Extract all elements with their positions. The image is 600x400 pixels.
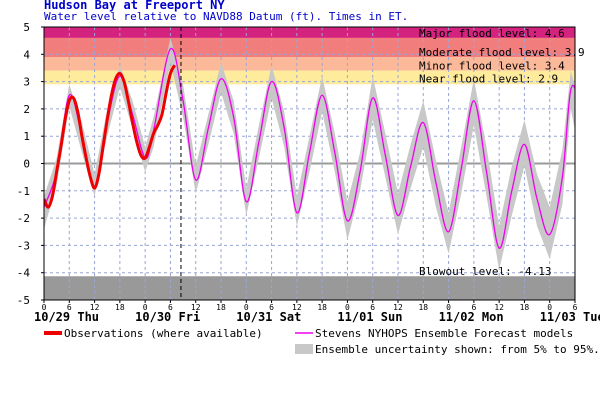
flood-threshold-bands: [44, 27, 575, 300]
legend-observations-label: Observations (where available): [64, 327, 263, 340]
y-tick-label: 0: [23, 158, 30, 171]
x-day-label: 11/02 Mon: [439, 310, 504, 324]
x-hour-tick-label: 0: [345, 303, 350, 312]
x-hour-tick-label: 0: [446, 303, 451, 312]
y-tick-label: 4: [23, 48, 30, 61]
y-tick-label: -2: [17, 212, 30, 225]
x-hour-tick-label: 0: [143, 303, 148, 312]
y-tick-label: -1: [17, 185, 30, 198]
threshold-label: Moderate flood level: 3.9: [419, 46, 585, 59]
x-hour-tick-label: 18: [317, 303, 327, 312]
axis-labels: Major flood level: 4.6 Moderate flood lev…: [17, 21, 600, 324]
x-hour-tick-label: 0: [547, 303, 552, 312]
x-day-label: 10/29 Thu: [34, 310, 99, 324]
x-hour-tick-label: 18: [115, 303, 125, 312]
x-hour-tick-label: 0: [42, 303, 47, 312]
y-tick-label: 2: [23, 103, 30, 116]
y-tick-label: 1: [23, 130, 30, 143]
legend-uncertainty-swatch: [295, 344, 313, 354]
x-day-label: 11/01 Sun: [337, 310, 402, 324]
observation-series-line: [44, 64, 176, 209]
x-hour-tick-label: 12: [90, 303, 100, 312]
y-tick-label: -5: [17, 294, 30, 307]
x-hour-tick-label: 0: [244, 303, 249, 312]
threshold-band-blowout: [44, 276, 575, 300]
threshold-label: Near flood level: 2.9: [419, 72, 558, 85]
threshold-band-0: [44, 27, 575, 38]
y-tick-label: -3: [17, 239, 30, 252]
x-day-label: 10/31 Sat: [236, 310, 301, 324]
x-hour-tick-label: 6: [67, 303, 72, 312]
x-hour-tick-label: 6: [471, 303, 476, 312]
x-hour-tick-label: 12: [393, 303, 403, 312]
x-hour-tick-label: 18: [418, 303, 428, 312]
threshold-label: Major flood level: 4.6: [419, 27, 565, 40]
chart-title: Hudson Bay at Freeport NY: [44, 0, 225, 12]
legend-forecast-label: Stevens NYHOPS Ensemble Forecast models: [315, 327, 573, 340]
x-hour-tick-label: 12: [292, 303, 302, 312]
y-tick-label: -4: [17, 267, 31, 280]
x-hour-tick-label: 12: [494, 303, 504, 312]
x-day-label: 10/30 Fri: [135, 310, 200, 324]
threshold-band-1: [44, 37, 575, 58]
x-hour-tick-label: 6: [370, 303, 375, 312]
threshold-label-blowout: Blowout level: -4.13: [419, 265, 551, 278]
forecast-series-line: [44, 47, 575, 249]
threshold-label: Minor flood level: 3.4: [419, 60, 565, 73]
chart-subtitle: Water level relative to NAVD88 Datum (ft…: [44, 10, 409, 23]
x-day-label: 11/03 Tue: [540, 310, 600, 324]
series-layer: [44, 27, 575, 300]
x-hour-tick-label: 6: [573, 303, 578, 312]
x-hour-tick-label: 18: [520, 303, 530, 312]
y-tick-label: 3: [23, 76, 30, 89]
chart-legend: Observations (where available) Stevens NY…: [44, 327, 600, 356]
y-tick-label: 5: [23, 21, 30, 34]
legend-uncertainty-label: Ensemble uncertainty shown: from 5% to 9…: [315, 343, 600, 356]
x-hour-tick-label: 18: [216, 303, 226, 312]
x-hour-tick-label: 12: [191, 303, 201, 312]
x-hour-tick-label: 6: [168, 303, 173, 312]
x-hour-tick-label: 6: [269, 303, 274, 312]
